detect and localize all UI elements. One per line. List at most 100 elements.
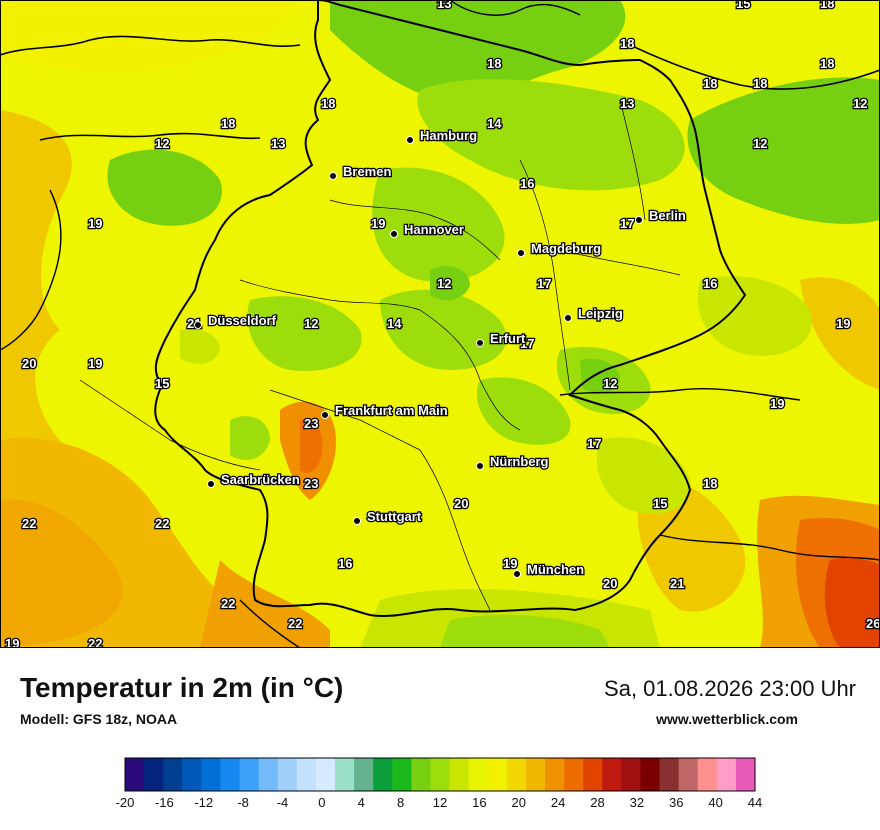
- temp-label: 16: [703, 276, 717, 291]
- temp-zone-east-edge: [800, 277, 880, 390]
- legend-swatch: [468, 758, 489, 791]
- temp-zone-alps-cool: [440, 614, 610, 648]
- temp-label: 21: [670, 576, 684, 591]
- coastline-denmark: [449, 0, 581, 16]
- temp-zone-poland: [697, 276, 812, 356]
- city-dot-duesseldorf: [194, 321, 202, 329]
- legend-ticks: -20 -16 -12 -8 -4 0 4 8 12 16 20 24 28 32 36 40 44: [116, 795, 763, 810]
- temp-zone-northeast-cool: [687, 77, 880, 224]
- legend-tick-label: 44: [748, 795, 762, 810]
- color-legend: -20 -16 -12 -8 -4 0 4 8 12 16 20 24 28 32 36 40 44: [116, 757, 763, 810]
- state-border-9: [619, 99, 646, 221]
- city-label-magdeburg: Magdeburg: [531, 241, 601, 256]
- temp-label: 18: [703, 76, 717, 91]
- legend-swatch: [220, 758, 241, 791]
- city-dot-bremen: [329, 172, 337, 180]
- temp-label: 12: [853, 96, 867, 111]
- map-svg: 13 15 18 18 18 18 18 18 12 13 14 12 18 1…: [0, 0, 880, 648]
- legend-swatch: [354, 758, 374, 791]
- legend-tick-label: -12: [194, 795, 213, 810]
- legend-tick-label: -16: [155, 795, 174, 810]
- city-label-erfurt: Erfurt: [490, 331, 526, 346]
- temp-label: 22: [155, 516, 169, 531]
- legend-swatch: [182, 758, 202, 791]
- temp-label: 17: [520, 336, 534, 351]
- border-switzerland: [239, 599, 301, 648]
- city-label-muenchen: München: [527, 562, 584, 577]
- legend-tick-label: 12: [433, 795, 447, 810]
- legend-tick-label: 4: [358, 795, 365, 810]
- temp-zone-southeast-hot: [824, 557, 880, 648]
- temp-label: 23: [304, 476, 318, 491]
- city-markers: Hamburg Bremen Berlin Hannover Magdeburg…: [194, 127, 687, 578]
- legend-swatch: [258, 758, 279, 791]
- temp-label: 12: [437, 276, 451, 291]
- legend-tick-label: -4: [277, 795, 289, 810]
- city-label-duesseldorf: Düsseldorf: [208, 313, 277, 328]
- temp-zone-southwest-warm: [0, 499, 123, 648]
- website-link[interactable]: www.wetterblick.com: [656, 711, 798, 727]
- temp-label: 23: [304, 416, 318, 431]
- temp-label: 16: [338, 556, 352, 571]
- temp-label: 15: [155, 376, 169, 391]
- temp-label: 18: [703, 476, 717, 491]
- city-dot-frankfurt: [321, 411, 329, 419]
- border-austria: [659, 534, 880, 561]
- border-netherlands: [0, 189, 62, 351]
- city-dot-hamburg: [406, 136, 414, 144]
- city-label-nuernberg: Nürnberg: [490, 454, 549, 469]
- temp-zone-central-north: [372, 167, 505, 282]
- legend-swatch: [735, 758, 756, 791]
- temp-label: 12: [304, 316, 318, 331]
- border-czech: [559, 387, 801, 401]
- temp-label: 17: [620, 216, 634, 231]
- legend-border: [124, 757, 756, 792]
- temp-label: 19: [770, 396, 784, 411]
- legend-swatch: [678, 758, 699, 791]
- legend-swatch: [144, 758, 164, 791]
- germany-border: [154, 0, 747, 617]
- legend-swatch: [583, 758, 603, 791]
- temp-label: 19: [503, 556, 517, 571]
- coastline-north: [0, 35, 301, 56]
- legend-tick-label: 16: [472, 795, 486, 810]
- temp-label: 22: [22, 516, 36, 531]
- legend-tick-label: 32: [630, 795, 644, 810]
- temperature-map: 13 15 18 18 18 18 18 18 12 13 14 12 18 1…: [0, 0, 880, 648]
- temp-zone-eifel: [230, 416, 270, 460]
- temp-label: 26: [866, 616, 880, 631]
- state-border-3: [419, 309, 521, 431]
- state-border-2: [239, 279, 421, 311]
- temp-zone-northwest-cool: [107, 149, 222, 226]
- coastline-baltic: [619, 39, 880, 90]
- temp-zone-baltic-cool: [330, 0, 626, 103]
- legend-tick-label: 36: [669, 795, 683, 810]
- legend-swatch: [716, 758, 737, 791]
- legend-swatches: [124, 757, 756, 792]
- legend-swatch: [296, 758, 317, 791]
- state-border-4: [269, 389, 421, 451]
- temp-zone-central-cool: [430, 265, 470, 301]
- state-border-5: [419, 449, 491, 611]
- legend-tick-label: 20: [512, 795, 526, 810]
- temp-label: 19: [88, 216, 102, 231]
- temp-label: 14: [487, 116, 502, 131]
- city-label-frankfurt: Frankfurt am Main: [335, 403, 448, 418]
- temp-zone-north-sea: [0, 0, 300, 73]
- city-dot-nuernberg: [476, 462, 484, 470]
- temp-label: 15: [736, 0, 750, 11]
- temp-label: 18: [221, 116, 235, 131]
- state-border-1: [329, 199, 501, 261]
- legend-swatch: [430, 758, 451, 791]
- temp-label: 20: [454, 496, 468, 511]
- legend-tick-label: 0: [318, 795, 325, 810]
- legend-swatch: [602, 758, 622, 791]
- legend-tick-label: 28: [590, 795, 604, 810]
- state-border-6: [559, 249, 681, 276]
- temp-label: 19: [88, 356, 102, 371]
- legend-swatch: [277, 758, 298, 791]
- city-label-hannover: Hannover: [404, 222, 464, 237]
- city-dot-muenchen: [513, 570, 521, 578]
- legend-tick-label: -8: [237, 795, 249, 810]
- model-source: Modell: GFS 18z, NOAA: [20, 711, 178, 727]
